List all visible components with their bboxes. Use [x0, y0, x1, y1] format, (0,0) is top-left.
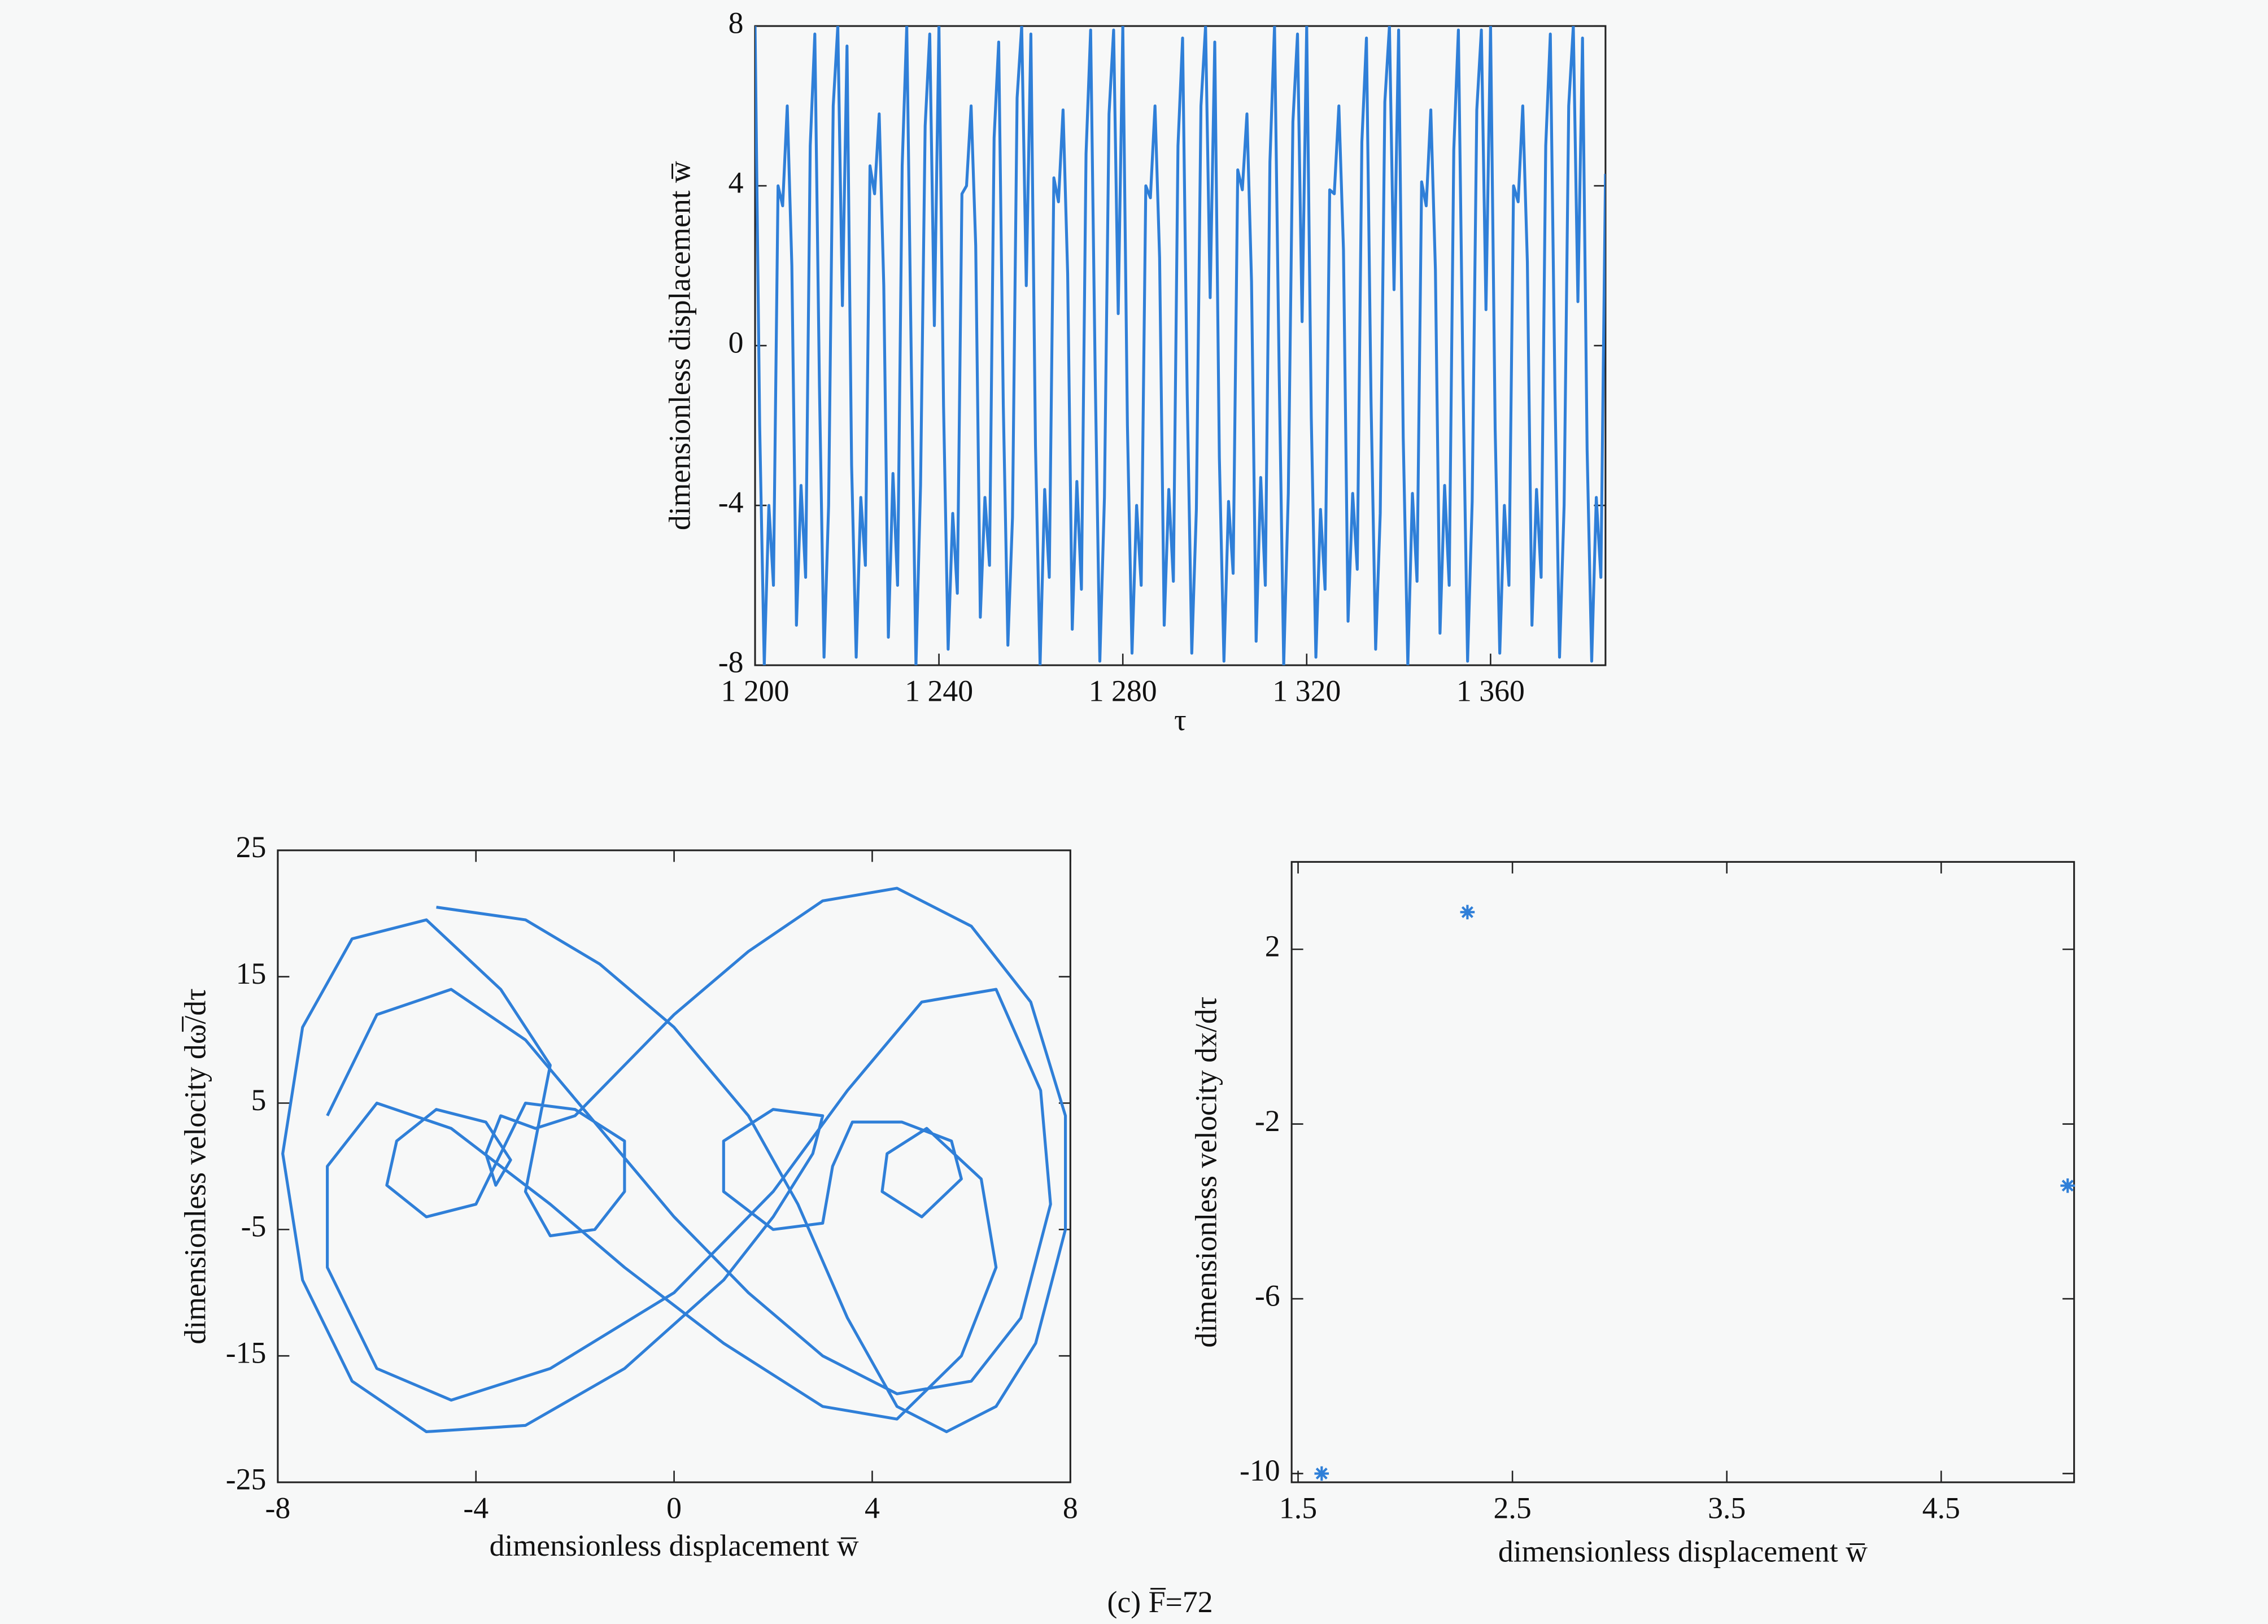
y-tick-label: -25 [226, 1462, 267, 1496]
data-line [281, 887, 1067, 1434]
y-tick-label: -4 [718, 485, 744, 519]
y-tick-label: 4 [729, 165, 744, 199]
x-tick-label: 4.5 [1922, 1491, 1960, 1525]
x-axis-label: dimensionless displacement w̅ [1498, 1534, 1868, 1568]
x-tick-label: 1.5 [1279, 1491, 1317, 1525]
x-tick-label: -4 [463, 1491, 489, 1525]
y-tick-label: 8 [729, 6, 744, 40]
plot-frame [1290, 861, 2075, 1483]
x-tick-label: 8 [1063, 1491, 1078, 1525]
data-point [1314, 1466, 1329, 1481]
y-tick-label: -10 [1240, 1453, 1280, 1487]
x-tick-label: 1 240 [905, 674, 973, 708]
y-tick-label: -6 [1255, 1278, 1280, 1312]
y-axis-label: dimensionless displacement w̅ [662, 161, 696, 530]
x-tick-label: 1 280 [1089, 674, 1157, 708]
x-tick-label: -8 [265, 1491, 290, 1525]
x-tick-label: 1 320 [1272, 674, 1341, 708]
y-axis-label: dimensionless velocity dx/dτ [1189, 997, 1223, 1348]
x-axis-label: dimensionless displacement w̅ [490, 1529, 859, 1562]
y-tick-label: -15 [226, 1336, 267, 1370]
x-tick-label: 4 [865, 1491, 880, 1525]
data-line [755, 26, 1606, 666]
y-tick-label: 2 [1265, 929, 1280, 963]
y-tick-label: 15 [236, 957, 267, 990]
x-tick-label: 0 [666, 1491, 682, 1525]
data-point [2060, 1178, 2075, 1193]
y-tick-label: 0 [729, 325, 744, 359]
y-tick-label: -8 [718, 645, 744, 679]
caption: (c) F̅=72 [1107, 1585, 1213, 1619]
y-tick-label: 5 [251, 1083, 267, 1117]
x-tick-label: 1 200 [721, 674, 790, 708]
y-tick-label: -2 [1255, 1104, 1280, 1138]
y-tick-label: 25 [236, 830, 267, 864]
y-axis-label: dimensionless velocity dω̅/dτ [178, 988, 212, 1344]
x-axis-label: τ [1174, 703, 1187, 737]
x-tick-label: 2.5 [1494, 1491, 1532, 1525]
data-point [1460, 905, 1475, 920]
y-tick-label: -5 [241, 1210, 267, 1243]
x-tick-label: 3.5 [1708, 1491, 1746, 1525]
x-tick-label: 1 360 [1456, 674, 1525, 708]
